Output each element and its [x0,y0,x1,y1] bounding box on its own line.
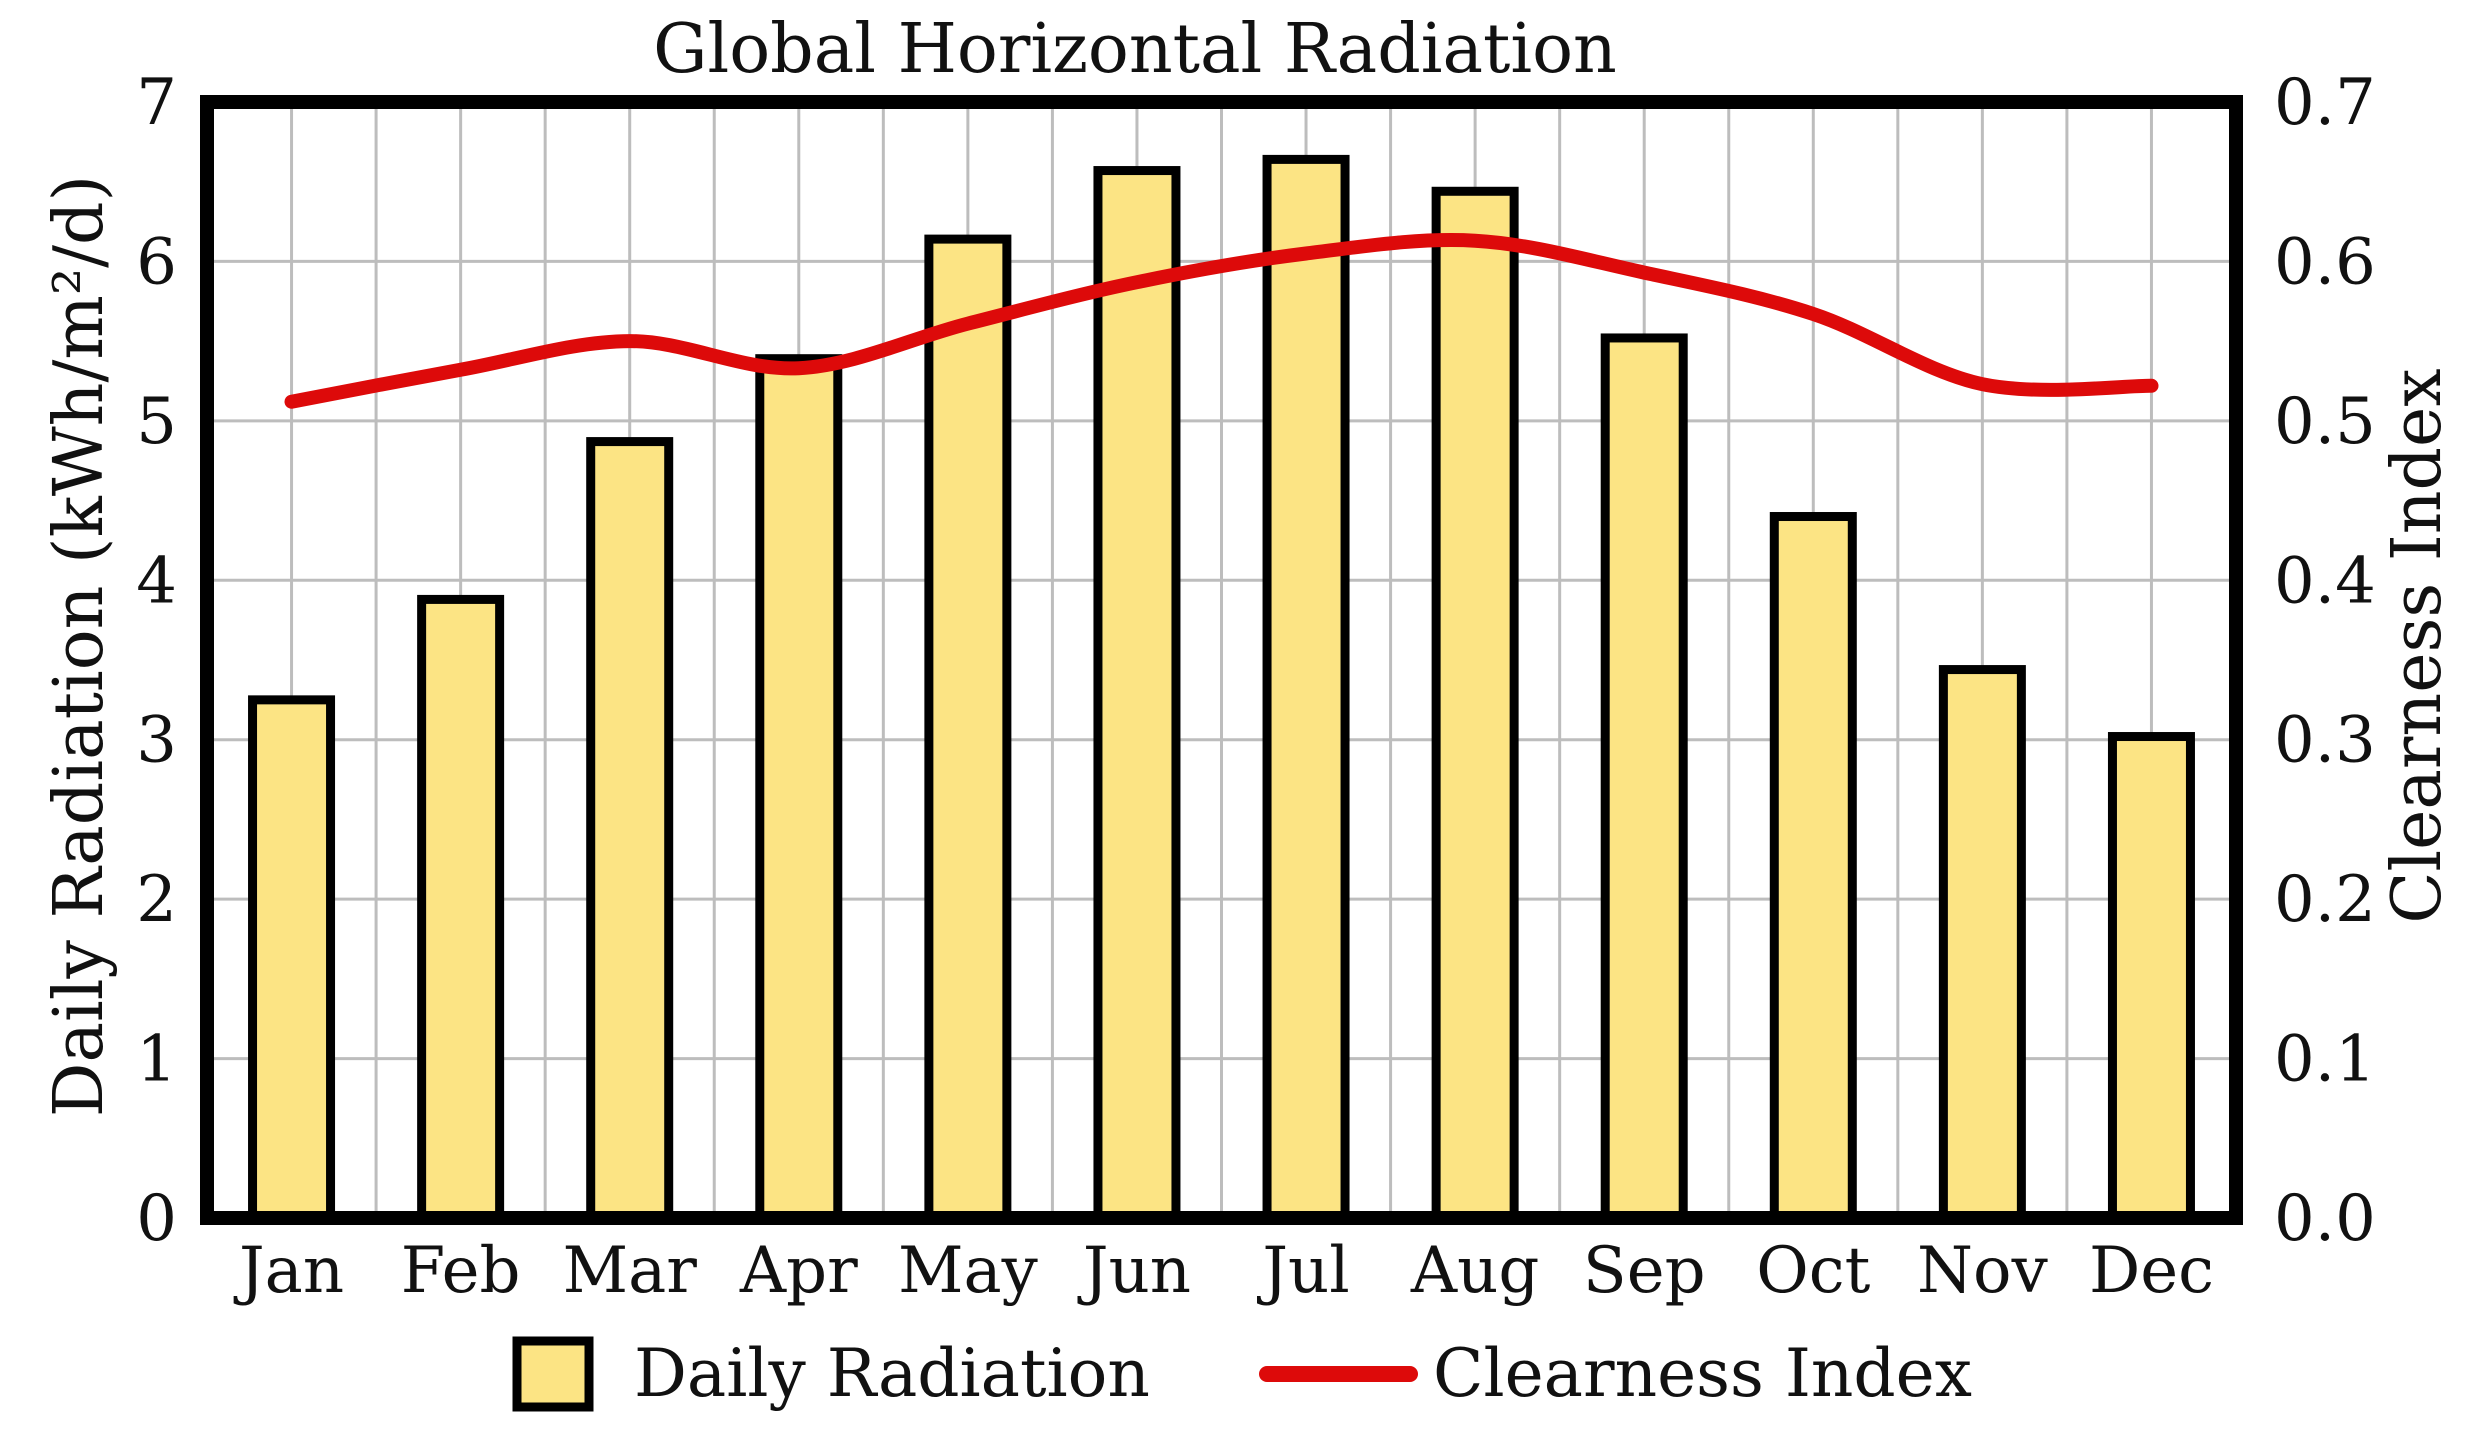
bar-mar [586,437,674,1223]
y-tick-label: 7 [136,66,177,140]
bar-apr [755,354,843,1223]
bar-oct [1769,512,1857,1223]
y2-tick-label: 0.6 [2274,225,2376,299]
y2-tick-label: 0.7 [2274,66,2376,140]
bar-jul [1262,154,1350,1223]
legend-label-daily-radiation: Daily Radiation [634,1335,1150,1412]
y-tick-label: 4 [136,544,177,618]
x-tick-label: Feb [401,1234,521,1308]
y-tick-label: 6 [136,225,177,299]
bar-may [924,234,1012,1223]
clearness-index-line [284,233,2159,409]
bar-aug [1431,186,1519,1223]
y2-tick-label: 0.0 [2274,1182,2376,1256]
bars [248,154,2195,1223]
x-tick-label: May [898,1234,1038,1308]
y-tick-label: 0 [136,1182,177,1256]
legend-label-clearness-index: Clearness Index [1433,1335,1972,1412]
chart-title: Global Horizontal Radiation [653,10,1617,89]
x-tick-label: Apr [739,1234,858,1308]
y-tick-label: 2 [136,863,177,937]
bar-nov [1938,665,2026,1223]
bar-feb [417,594,505,1223]
x-tick-label: Jun [1077,1234,1191,1308]
x-tick-label: Dec [2089,1234,2214,1308]
clearness-line-layer [284,233,2159,409]
y2-tick-label: 0.2 [2274,863,2376,937]
y2-tick-label: 0.3 [2274,704,2376,778]
x-tick-label: Aug [1410,1234,1539,1308]
x-tick-label: Jan [233,1234,344,1308]
x-tick-label: Jul [1256,1234,1349,1308]
axes [200,95,2243,1225]
x-tick-label: Mar [563,1234,698,1308]
x-tick-label: Oct [1756,1234,1870,1308]
y2-tick-label: 0.5 [2274,385,2376,459]
x-tick-label: Nov [1917,1234,2048,1308]
y-tick-label: 3 [136,704,177,778]
y2-tick-label: 0.1 [2274,1023,2376,1097]
bar-jun [1093,166,1181,1223]
y2-tick-label: 0.4 [2274,544,2376,618]
bar-sep [1600,333,1688,1223]
x-tick-label: Sep [1583,1234,1706,1308]
ticks: 0 1 2 3 4 5 6 7 0.0 0.1 0.2 0.3 0.4 0.5 0.6 0.7 Jan Feb Ma… [136,66,2376,1308]
y-axis-label: Daily Radiation (kWh/m²/d) [40,175,119,1117]
y2-axis-label: Clearness Index [2378,368,2457,923]
legend: Daily Radiation Clearness Index [512,1335,1972,1412]
bar-jan [248,695,336,1223]
legend-swatch-daily-radiation [512,1336,594,1412]
y-tick-label: 1 [136,1023,177,1097]
y-tick-label: 5 [136,385,177,459]
bar-dec [2107,732,2195,1223]
